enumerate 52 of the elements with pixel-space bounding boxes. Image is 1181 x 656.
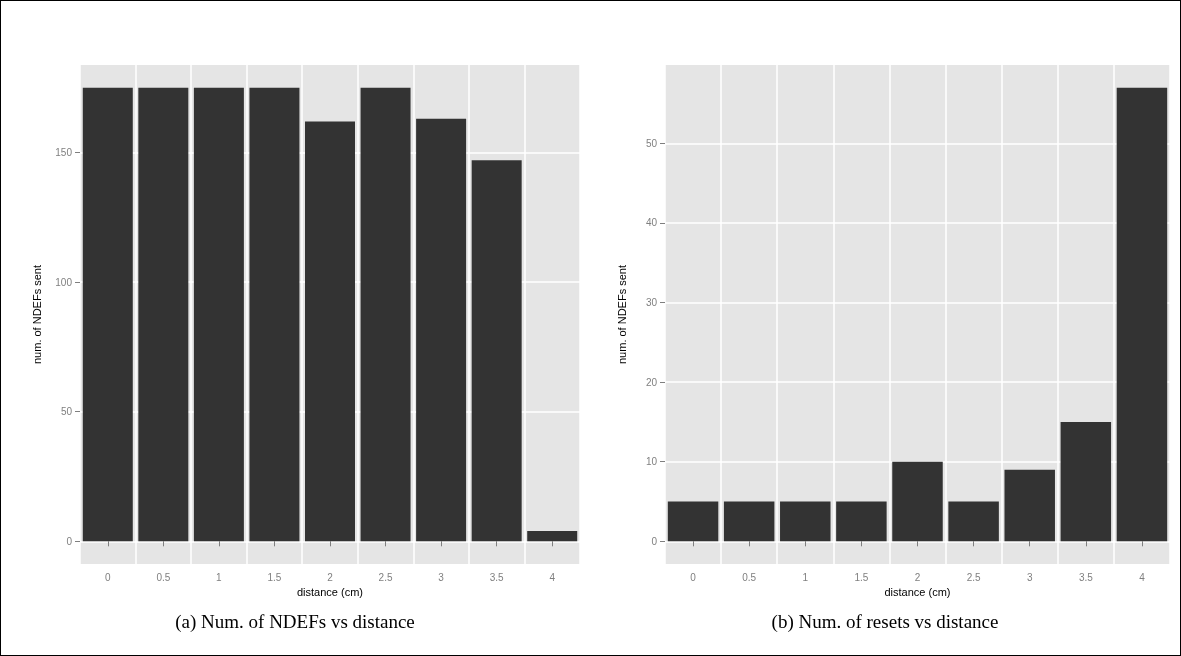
bar	[82, 87, 133, 542]
bar	[1116, 87, 1168, 542]
bar	[249, 87, 300, 542]
bar	[527, 530, 578, 542]
x-tick-label: 3	[1026, 571, 1033, 583]
y-tick-label: 10	[645, 456, 658, 468]
x-tick-label: 2	[327, 571, 334, 583]
x-axis-title: distance (cm)	[884, 586, 951, 599]
x-tick-label: 0.5	[742, 571, 757, 583]
bar	[305, 121, 355, 542]
bar	[138, 87, 189, 542]
bar	[193, 87, 244, 542]
x-axis-title: distance (cm)	[296, 586, 364, 599]
bar	[667, 501, 719, 542]
bar	[723, 501, 775, 542]
x-tick-label: 1.5	[854, 571, 869, 583]
bar	[360, 87, 411, 542]
y-tick-label: 100	[55, 276, 73, 288]
x-tick-label: 0	[105, 571, 111, 583]
x-tick-label: 1	[802, 571, 809, 583]
x-tick-label: 4	[549, 571, 556, 583]
y-tick-label: 20	[645, 376, 658, 388]
text: (b) Num. of resets vs distance	[771, 611, 999, 633]
x-tick-label: 3.5	[1078, 571, 1094, 583]
x-tick-label: 2.5	[966, 571, 981, 583]
x-tick-label: 1.5	[267, 571, 282, 583]
x-tick-label: 1	[216, 571, 223, 583]
y-tick-label: 30	[645, 297, 658, 309]
bar	[471, 160, 522, 542]
bar	[1004, 469, 1055, 542]
bar	[416, 118, 467, 542]
bar	[836, 501, 887, 542]
y-tick-label: 0	[651, 535, 658, 547]
bar	[780, 501, 831, 542]
x-tick-label: 2.5	[378, 571, 393, 583]
bar	[892, 461, 943, 542]
x-tick-label: 3	[438, 571, 445, 583]
x-tick-label: 4	[1139, 571, 1146, 583]
bar	[1060, 421, 1112, 542]
x-tick-label: 0.5	[156, 571, 171, 583]
x-tick-label: 0	[690, 571, 697, 583]
y-tick-label: 0	[66, 535, 73, 547]
x-tick-label: 3.5	[489, 571, 505, 583]
y-tick-label: 40	[645, 217, 658, 229]
x-tick-label: 2	[914, 571, 921, 583]
y-tick-label: 50	[645, 137, 658, 149]
bar	[948, 501, 999, 542]
y-tick-label: 50	[60, 406, 73, 418]
text: (a) Num. of NDEFs vs distance	[175, 611, 415, 633]
y-axis-title: num. of NDEFs sent	[615, 264, 628, 365]
y-tick-label: 150	[55, 146, 73, 158]
y-axis-title: num. of NDEFs sent	[30, 264, 43, 365]
